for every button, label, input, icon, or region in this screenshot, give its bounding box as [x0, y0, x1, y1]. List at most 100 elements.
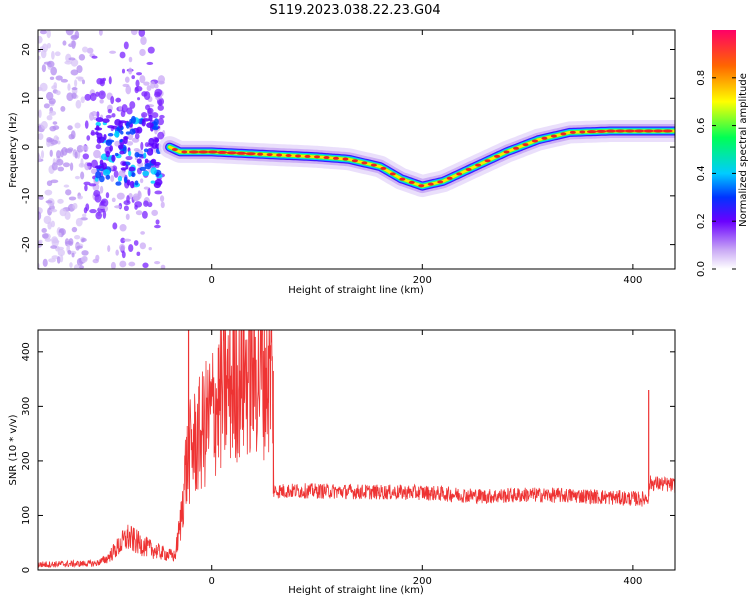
spectrogram-speckle	[136, 251, 141, 256]
spectrogram-ticks: 0 200 400 -20 -10 0 10 20	[21, 30, 675, 286]
spectrogram-speckle	[48, 258, 56, 263]
spectrogram-speckle	[120, 110, 126, 118]
spectrogram-speckle	[119, 51, 126, 59]
spectrogram-speckle	[80, 96, 85, 104]
spectrogram-speckle	[57, 140, 61, 145]
spectrogram-speckle	[86, 47, 94, 54]
spectrogram-speckle	[123, 205, 129, 212]
snr-ylabel: SNR (10 * v/v)	[8, 414, 19, 485]
spectrogram-xtick-label: 0	[209, 275, 215, 286]
spectrogram-speckle	[64, 148, 73, 153]
spectrogram-speckle	[57, 232, 62, 238]
spectrogram-speckle	[128, 67, 133, 75]
spectrogram-speckle	[143, 81, 150, 86]
spectrogram-cluster-blob	[125, 121, 130, 129]
spectrogram-speckle	[59, 254, 64, 263]
spectrogram-cluster-blob	[117, 175, 123, 182]
spectrogram-speckle	[91, 55, 98, 59]
ridge-peak	[513, 146, 520, 150]
spectrogram-cluster-blob	[141, 119, 146, 127]
spectrogram-speckle	[56, 150, 61, 159]
spectrogram-speckle	[62, 40, 67, 46]
spectrogram-speckle	[71, 87, 78, 91]
spectrogram-cluster-blob	[148, 137, 155, 146]
ridge-peak	[475, 163, 482, 167]
spectrogram-speckle	[142, 262, 149, 269]
spectrogram-speckle	[46, 60, 55, 68]
spectrogram-speckle	[95, 144, 102, 150]
spectrogram-speckle	[41, 227, 47, 233]
spectrogram-speckle	[119, 260, 127, 268]
ridge-peak	[615, 129, 626, 133]
spectrogram-speckle	[126, 107, 133, 115]
spectrogram-speckle	[95, 211, 103, 220]
spectrogram-cluster-blob	[123, 136, 129, 140]
spectrogram-speckle	[98, 90, 106, 100]
spectrogram-speckle	[147, 107, 154, 115]
spectrogram-speckle	[134, 85, 143, 92]
spectrogram-cluster-blob	[95, 125, 100, 131]
spectrogram-cluster-blob	[119, 139, 123, 143]
spectrogram-speckle	[160, 201, 165, 209]
spectrogram-speckle	[85, 203, 90, 212]
snr-ytick-label: 200	[21, 451, 32, 470]
spectrogram-speckle	[134, 201, 143, 208]
ridge-peak	[569, 130, 576, 134]
spectrogram-cluster-blob	[111, 154, 116, 162]
spectrogram-speckle	[143, 186, 150, 190]
spectrogram-speckle	[160, 264, 166, 269]
spectrogram-speckle	[122, 83, 130, 88]
spectrogram-cluster-blob	[134, 180, 139, 186]
spectrogram-speckle	[51, 255, 59, 260]
ridge-peak	[198, 150, 209, 154]
spectrogram-speckle	[137, 97, 141, 101]
spectrogram-speckle	[159, 195, 165, 202]
ridge-peak	[257, 152, 264, 156]
spectrogram-speckle	[147, 187, 151, 196]
spectrogram-speckle	[125, 155, 133, 161]
ridge-peak	[351, 159, 358, 163]
spectrogram-speckle	[107, 245, 111, 253]
spectrogram-speckle	[107, 108, 113, 114]
ridge-peak	[596, 129, 607, 133]
spectrogram-speckle	[81, 255, 88, 263]
spectrogram-ylabel: Frequency (Hz)	[8, 112, 19, 188]
spectrogram-speckle	[110, 95, 115, 105]
spectrogram-speckle	[132, 195, 141, 201]
spectrogram-speckle	[67, 249, 72, 255]
spectrogram-speckle	[41, 233, 49, 239]
ridge-peak	[643, 129, 654, 133]
spectrogram-ytick-label: 0	[21, 144, 32, 150]
snr-panel: 0 200 400 0 100 200 300 400 Height of straight …	[8, 329, 676, 596]
spectrogram-cluster-blob	[153, 161, 161, 166]
colorbar: 0.0 0.2 0.4 0.6 0.8 Normalized spectral ampl…	[696, 30, 749, 277]
colorbar-ticks: 0.0 0.2 0.4 0.6 0.8	[696, 70, 736, 277]
spectrogram-speckle	[80, 217, 88, 221]
colorbar-tick-label: 0.4	[696, 165, 707, 181]
spectrogram-cluster-blob	[144, 158, 149, 164]
snr-xtick-label: 0	[209, 576, 215, 587]
spectrogram-cluster-blob	[102, 169, 111, 176]
spectrogram-speckle	[67, 125, 73, 131]
spectrogram-speckle	[91, 111, 98, 117]
colorbar-tick-label: 0.6	[696, 118, 707, 134]
spectrogram-speckle	[71, 92, 77, 99]
spectrogram-speckle	[48, 110, 57, 116]
spectrogram-speckle	[69, 162, 74, 171]
spectrogram-speckle	[125, 85, 132, 95]
spectrogram-speckle	[111, 113, 116, 118]
figure-title: S119.2023.038.22.23.G04	[269, 3, 440, 18]
spectrogram-speckle	[71, 35, 80, 39]
spectrogram-speckle	[115, 249, 119, 256]
spectrogram-speckle	[128, 261, 136, 267]
ridge-peak	[579, 130, 586, 134]
ridge-peak	[662, 129, 673, 133]
spectrogram-speckle	[110, 261, 116, 269]
ridge-peak	[418, 184, 425, 188]
spectrogram-speckle	[70, 58, 79, 67]
spectrogram-speckle	[56, 158, 64, 166]
ridge-peak	[550, 134, 557, 138]
spectrogram-cluster-blob	[144, 162, 152, 170]
spectrogram-speckle	[119, 224, 127, 232]
spectrogram-speckle	[141, 112, 148, 118]
